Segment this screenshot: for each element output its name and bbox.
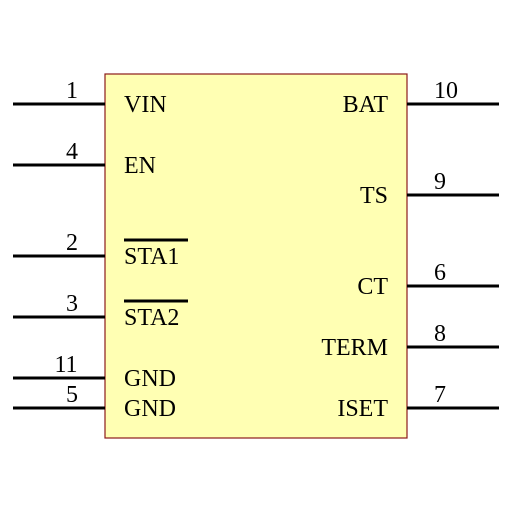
pin-6: 6 CT (357, 260, 499, 300)
pin-10-number: 10 (434, 78, 458, 104)
pin-8-number: 8 (434, 321, 446, 347)
pin-8-label: TERM (321, 335, 388, 361)
pin-8: 8 TERM (321, 321, 499, 361)
pin-11-label: GND (124, 366, 176, 392)
pin-4-number: 4 (66, 139, 78, 165)
pin-3: 3 STA2 (13, 291, 188, 331)
pin-7-number: 7 (434, 382, 446, 408)
pin-3-number: 3 (66, 291, 78, 317)
pin-11-number: 11 (54, 352, 77, 378)
pin-1-label: VIN (124, 92, 167, 118)
pin-7-label: ISET (337, 396, 388, 422)
pin-6-label: CT (357, 274, 388, 300)
pin-10: 10 BAT (343, 78, 499, 118)
pin-2-number: 2 (66, 230, 78, 256)
pin-2-label: STA1 (124, 244, 179, 270)
pin-9-number: 9 (434, 169, 446, 195)
pin-6-number: 6 (434, 260, 446, 286)
pin-1-number: 1 (66, 78, 78, 104)
pin-7: 7 ISET (337, 382, 499, 422)
pin-4: 4 EN (13, 139, 156, 179)
pin-11: 11 GND (13, 352, 176, 392)
pin-3-label: STA2 (124, 305, 179, 331)
pin-5-number: 5 (66, 382, 78, 408)
pin-4-label: EN (124, 153, 156, 179)
pin-10-label: BAT (343, 92, 389, 118)
pin-5: 5 GND (13, 382, 176, 422)
component-body (104, 73, 408, 439)
pin-5-label: GND (124, 396, 176, 422)
pin-2: 2 STA1 (13, 230, 188, 270)
pin-1: 1 VIN (13, 78, 167, 118)
pin-9-label: TS (360, 183, 388, 209)
pin-9: 9 TS (360, 169, 499, 209)
